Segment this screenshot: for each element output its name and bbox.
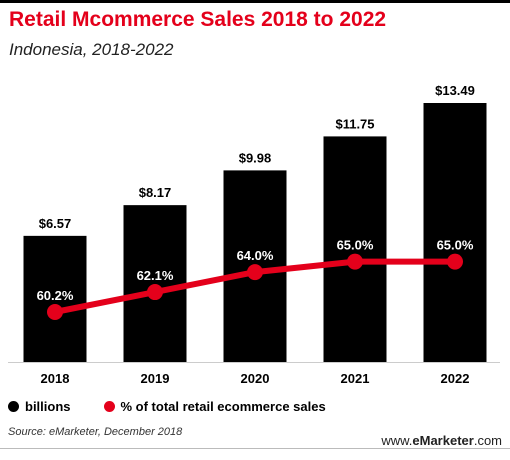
bar-2022 xyxy=(423,103,487,362)
bar-2019 xyxy=(123,205,187,362)
brand-prefix: www. xyxy=(381,433,413,448)
line-point-2020 xyxy=(247,264,263,281)
legend-label-line: % of total retail ecommerce sales xyxy=(120,398,326,414)
bottom-rule xyxy=(0,448,510,449)
brand-name: eMarketer xyxy=(412,433,474,448)
legend-label-bars: billions xyxy=(25,398,71,414)
x-tick-label-2018: 2018 xyxy=(41,371,70,386)
line-point-2018 xyxy=(47,304,63,320)
legend-item-bars: billions xyxy=(8,399,71,414)
legend-swatch-bars xyxy=(8,400,19,412)
x-tick-label-2021: 2021 xyxy=(341,371,370,386)
brand-link[interactable]: www.eMarketer.com xyxy=(381,433,502,448)
bar-value-label-2019: $8.17 xyxy=(139,185,172,200)
legend-swatch-line xyxy=(103,400,115,412)
line-value-label-2022: 65.0% xyxy=(437,238,474,253)
bar-2021 xyxy=(323,136,387,362)
x-tick-label-2022: 2022 xyxy=(441,371,470,386)
bar-value-label-2020: $9.98 xyxy=(239,150,272,165)
x-tick-label-2019: 2019 xyxy=(141,371,170,386)
line-value-label-2020: 64.0% xyxy=(237,248,274,263)
line-value-label-2021: 65.0% xyxy=(337,238,374,253)
line-point-2019 xyxy=(147,284,163,301)
chart-subtitle: Indonesia, 2018-2022 xyxy=(9,40,174,59)
legend: billions % of total retail ecommerce sal… xyxy=(8,397,359,415)
bar-value-label-2022: $13.49 xyxy=(435,83,475,98)
bar-2018 xyxy=(23,235,87,362)
line-point-2021 xyxy=(347,253,363,270)
top-rule xyxy=(0,0,510,3)
bar-value-label-2021: $11.75 xyxy=(335,116,374,131)
x-tick-label-2020: 2020 xyxy=(241,371,270,386)
line-value-label-2018: 60.2% xyxy=(37,288,74,303)
chart-title: Retail Mcommerce Sales 2018 to 2022 xyxy=(9,8,387,31)
line-value-label-2019: 62.1% xyxy=(137,268,174,283)
line-point-2022 xyxy=(447,253,463,270)
legend-item-line: % of total retail ecommerce sales xyxy=(103,398,326,414)
source-note: Source: eMarketer, December 2018 xyxy=(8,426,183,438)
bar-value-label-2018: $6.57 xyxy=(39,216,72,231)
brand-suffix: .com xyxy=(473,433,502,448)
